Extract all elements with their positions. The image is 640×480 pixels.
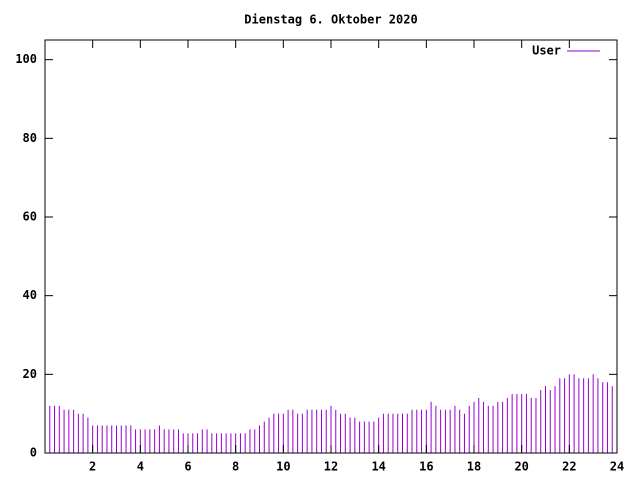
y-tick-label: 80	[23, 131, 37, 145]
x-tick-label: 12	[324, 460, 338, 474]
y-tick-label: 100	[15, 52, 37, 66]
x-tick-label: 22	[562, 460, 576, 474]
y-tick-label: 60	[23, 210, 37, 224]
legend-label: User	[532, 44, 561, 58]
x-tick-label: 24	[610, 460, 624, 474]
x-tick-label: 10	[276, 460, 290, 474]
x-tick-label: 8	[232, 460, 239, 474]
chart-title: Dienstag 6. Oktober 2020	[244, 13, 417, 27]
y-tick-label: 0	[30, 446, 37, 460]
x-tick-label: 14	[371, 460, 385, 474]
x-tick-label: 16	[419, 460, 433, 474]
x-tick-label: 18	[467, 460, 481, 474]
y-tick-label: 40	[23, 288, 37, 302]
x-tick-label: 6	[184, 460, 191, 474]
x-tick-label: 2	[89, 460, 96, 474]
x-tick-label: 20	[514, 460, 528, 474]
x-tick-label: 4	[137, 460, 144, 474]
y-tick-label: 20	[23, 367, 37, 381]
